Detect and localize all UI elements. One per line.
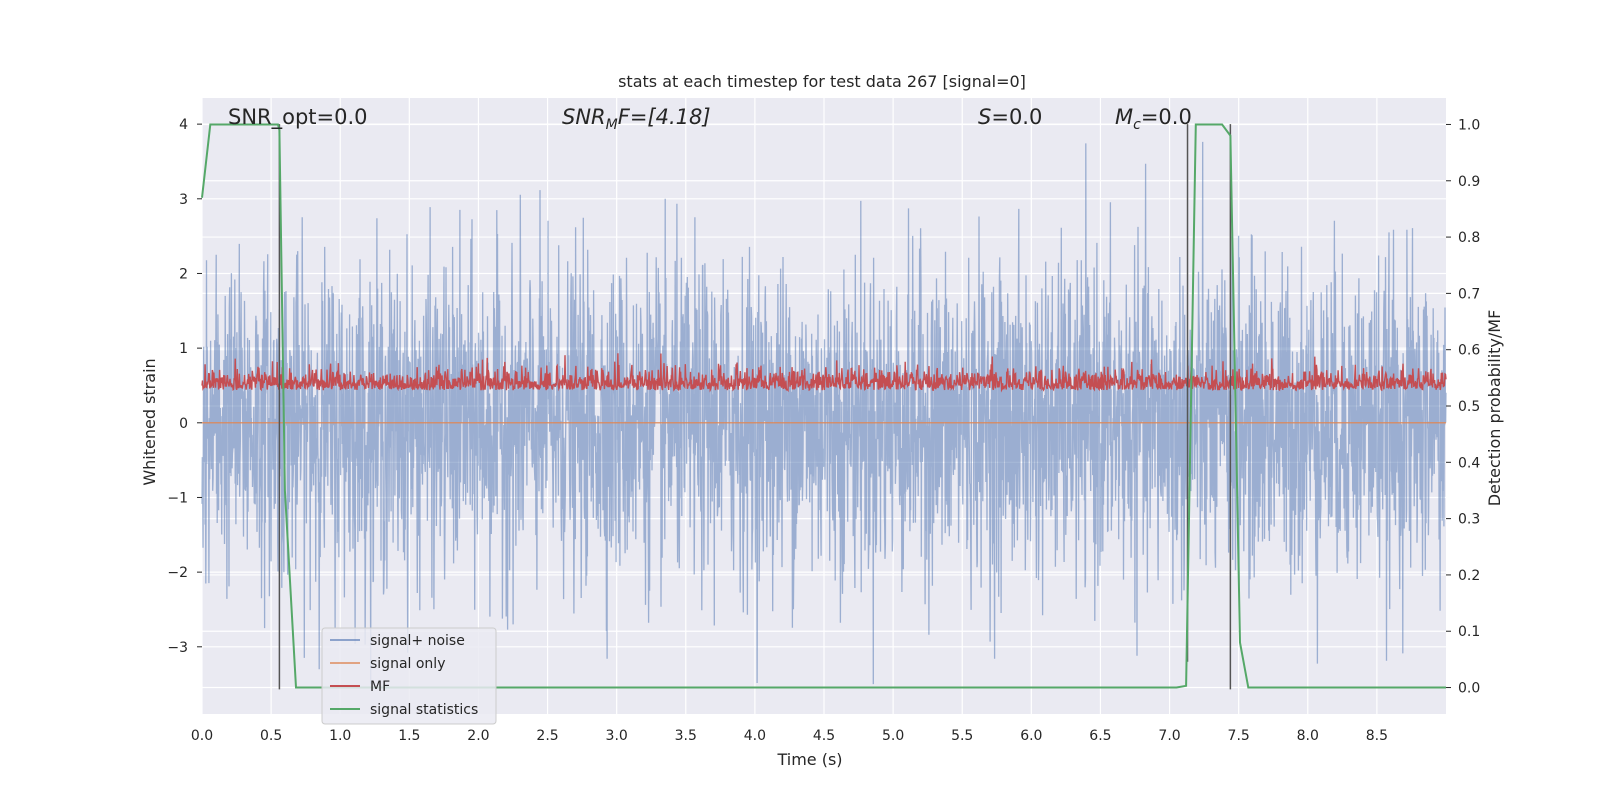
y-tick-label-right: 0.0 — [1458, 681, 1480, 697]
annotation-snr-mf-sub: M — [606, 117, 618, 133]
x-tick-label: 0.5 — [260, 728, 282, 744]
y-tick-label-left: 4 — [179, 117, 188, 133]
y-tick-label-right: 0.6 — [1458, 343, 1480, 359]
annotation-snr-opt: SNR_opt=0.0 — [228, 105, 368, 130]
legend-box — [321, 627, 497, 725]
x-tick-label: 7.5 — [1228, 728, 1250, 744]
x-tick-label: 4.0 — [744, 728, 766, 744]
annotation-mc-suffix: =0.0 — [1141, 105, 1192, 129]
y-tick-label-right: 0.3 — [1458, 512, 1480, 528]
legend-label-mf: MF — [370, 679, 390, 695]
series-mf — [201, 353, 1447, 393]
series-signal-noise — [201, 141, 1447, 685]
y-tick-label-right: 1.0 — [1458, 117, 1480, 133]
x-tick-label: 6.0 — [1020, 728, 1042, 744]
x-tick-label: 6.5 — [1089, 728, 1111, 744]
annotation-s: S=0.0 — [978, 105, 1042, 129]
y-tick-label-right: 0.1 — [1458, 624, 1480, 640]
x-tick-label: 8.0 — [1297, 728, 1319, 744]
x-tick-label: 5.5 — [951, 728, 973, 744]
y-tick-label-right: 0.4 — [1458, 455, 1480, 471]
annotation-s-main: S — [978, 105, 991, 129]
annotation-snr-opt-prefix: SNR_opt= — [228, 105, 334, 130]
y-tick-label-left: 2 — [179, 266, 188, 282]
x-tick-label: 0.0 — [191, 728, 213, 744]
x-axis-label: Time (s) — [776, 750, 842, 769]
annotation-snr-mf-main: SNR — [562, 105, 606, 129]
x-tick-label: 1.5 — [398, 728, 420, 744]
y-tick-label-right: 0.9 — [1458, 174, 1480, 190]
y-tick-label-left: −3 — [167, 640, 188, 656]
x-tick-label: 7.0 — [1158, 728, 1180, 744]
annotation-mc-sub: c — [1133, 117, 1141, 133]
series-signal-statistics — [201, 123, 1446, 689]
x-tick-label: 3.0 — [606, 728, 628, 744]
mf-line — [201, 353, 1447, 393]
y-tick-label-right: 0.2 — [1458, 568, 1480, 584]
y-axis-right-ticks: 1.0 0.9 0.8 0.7 0.6 0.5 0.4 0.3 0.2 0.1 0.0 — [1446, 117, 1480, 697]
annotation-snr-opt-value: 0.0 — [334, 105, 367, 129]
x-tick-label: 8.5 — [1366, 728, 1388, 744]
x-axis-ticks: 0.0 0.5 1.0 1.5 2.0 2.5 3.0 3.5 4.0 4.5 5.0 5.5 6.0 6… — [191, 728, 1388, 744]
x-tick-label: 2.5 — [536, 728, 558, 744]
legend: signal+ noise signal only MF signal stat… — [321, 627, 497, 725]
annotation-mc-main: M — [1115, 105, 1133, 129]
annotation-mc: Mc=0.0 — [1115, 105, 1192, 133]
legend-label-signal-noise: signal+ noise — [370, 633, 465, 649]
y-axis-left-label: Whitened strain — [140, 358, 159, 485]
signal-statistics-line — [201, 123, 1446, 689]
chart-title: stats at each timestep for test data 267… — [618, 72, 1026, 91]
y-tick-label-right: 0.7 — [1458, 286, 1480, 302]
x-tick-label: 5.0 — [882, 728, 904, 744]
x-tick-label: 4.5 — [813, 728, 835, 744]
y-tick-label-right: 0.5 — [1458, 399, 1480, 415]
y-tick-label-left: 3 — [179, 192, 188, 208]
y-tick-label-left: −2 — [167, 565, 188, 581]
legend-label-signal-statistics: signal statistics — [370, 702, 478, 718]
annotation-snr-mf: SNRMF=[4.18] — [562, 105, 711, 133]
legend-label-signal-only: signal only — [370, 656, 445, 672]
y-tick-label-left: 0 — [179, 416, 188, 432]
x-tick-label: 2.0 — [467, 728, 489, 744]
x-tick-label: 3.5 — [675, 728, 697, 744]
x-tick-label: 1.0 — [329, 728, 351, 744]
signal-noise-line — [201, 141, 1447, 685]
y-tick-label-right: 0.8 — [1458, 230, 1480, 246]
annotation-snr-mf-suffix: F=[4.18] — [618, 105, 711, 129]
y-axis-left-ticks: 4 3 2 1 0 −1 −2 −3 — [167, 117, 202, 656]
y-axis-right-label: Detection probability/MF — [1485, 310, 1504, 507]
annotation-s-suffix: =0.0 — [991, 105, 1042, 129]
y-tick-label-left: −1 — [167, 490, 188, 506]
y-tick-label-left: 1 — [179, 341, 188, 357]
